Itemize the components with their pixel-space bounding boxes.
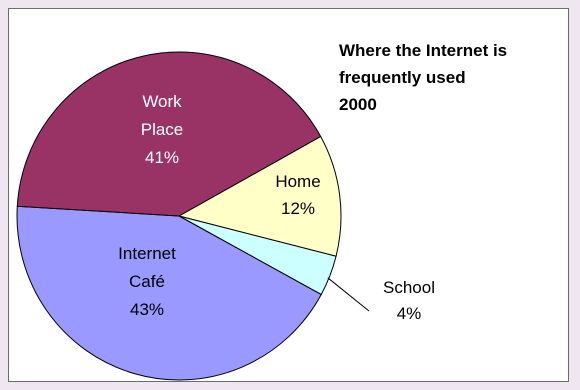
slice-label-home: Home 12%	[275, 172, 320, 218]
slice-label-line: 4%	[397, 304, 422, 323]
slice-label-line: Place	[141, 120, 184, 139]
slice-label-work: Work Place 41%	[141, 92, 184, 167]
slice-label-line: Internet	[118, 244, 176, 263]
slice-label-school: School 4%	[383, 278, 435, 323]
chart-title-line-3: 2000	[339, 95, 377, 114]
slice-label-line: 12%	[281, 199, 315, 218]
slice-label-line: Café	[129, 272, 165, 291]
chart-title-line-1: Where the Internet is	[339, 41, 508, 60]
chart-frame: Where the Internet is frequently used 20…	[8, 8, 569, 382]
chart-title-line-2: frequently used	[339, 68, 466, 87]
slice-label-line: Work	[142, 92, 182, 111]
slice-label-internet: Internet Café 43%	[118, 244, 176, 319]
school-leader-line	[327, 277, 370, 312]
chart-title: Where the Internet is frequently used 20…	[339, 37, 507, 118]
slice-label-line: School	[383, 278, 435, 297]
slice-label-line: Home	[275, 172, 320, 191]
slice-label-line: 41%	[145, 148, 179, 167]
slice-label-line: 43%	[130, 300, 164, 319]
pie-slice-internet	[16, 205, 322, 381]
pie-chart: Home 12% School 4% Internet Café 43% Work Place 4…	[16, 51, 435, 381]
pie-slice-work	[16, 51, 322, 217]
